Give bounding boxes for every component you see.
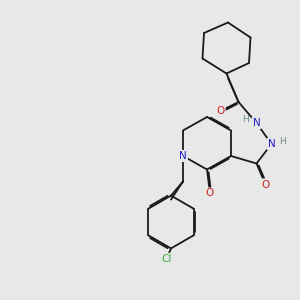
Text: O: O (216, 106, 225, 116)
Text: Cl: Cl (161, 254, 172, 264)
Text: N: N (268, 139, 275, 149)
Text: N: N (253, 118, 260, 128)
Text: O: O (206, 188, 214, 199)
Text: H: H (280, 136, 286, 146)
Text: N: N (179, 151, 187, 161)
Text: H: H (242, 116, 248, 124)
Text: O: O (261, 179, 270, 190)
